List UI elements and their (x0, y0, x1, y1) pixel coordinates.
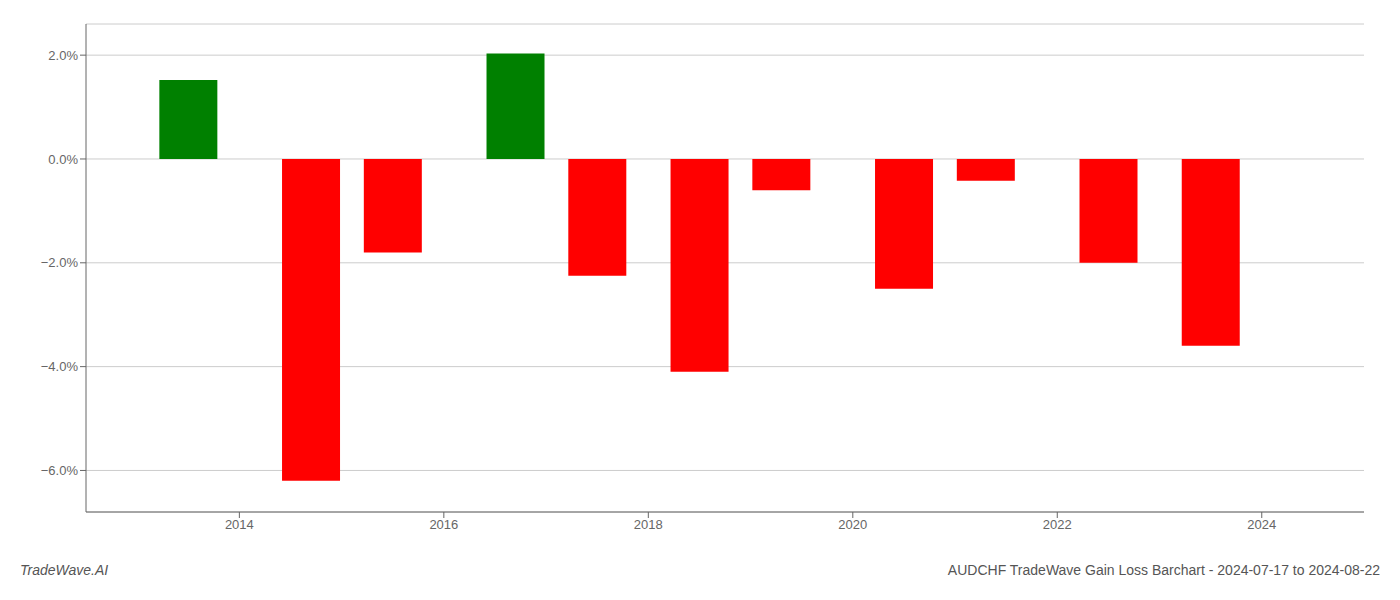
svg-text:2014: 2014 (225, 517, 254, 532)
svg-text:2020: 2020 (838, 517, 867, 532)
html-text:AUDCHF TradeWave Gain Loss Bar: AUDCHF TradeWave Gain Loss Barchart - 20… (947, 562, 1380, 578)
svg-text:2.0%: 2.0% (48, 48, 78, 63)
svg-text:2018: 2018 (634, 517, 663, 532)
svg-text:−4.0%: −4.0% (41, 359, 79, 374)
svg-text:2022: 2022 (1043, 517, 1072, 532)
html-text:TradeWave.AI: TradeWave.AI (20, 562, 109, 578)
svg-text:2024: 2024 (1247, 517, 1276, 532)
svg-text:−6.0%: −6.0% (41, 463, 79, 478)
svg-text:0.0%: 0.0% (48, 152, 78, 167)
svg-text:−2.0%: −2.0% (41, 255, 79, 270)
svg-text:2016: 2016 (429, 517, 458, 532)
